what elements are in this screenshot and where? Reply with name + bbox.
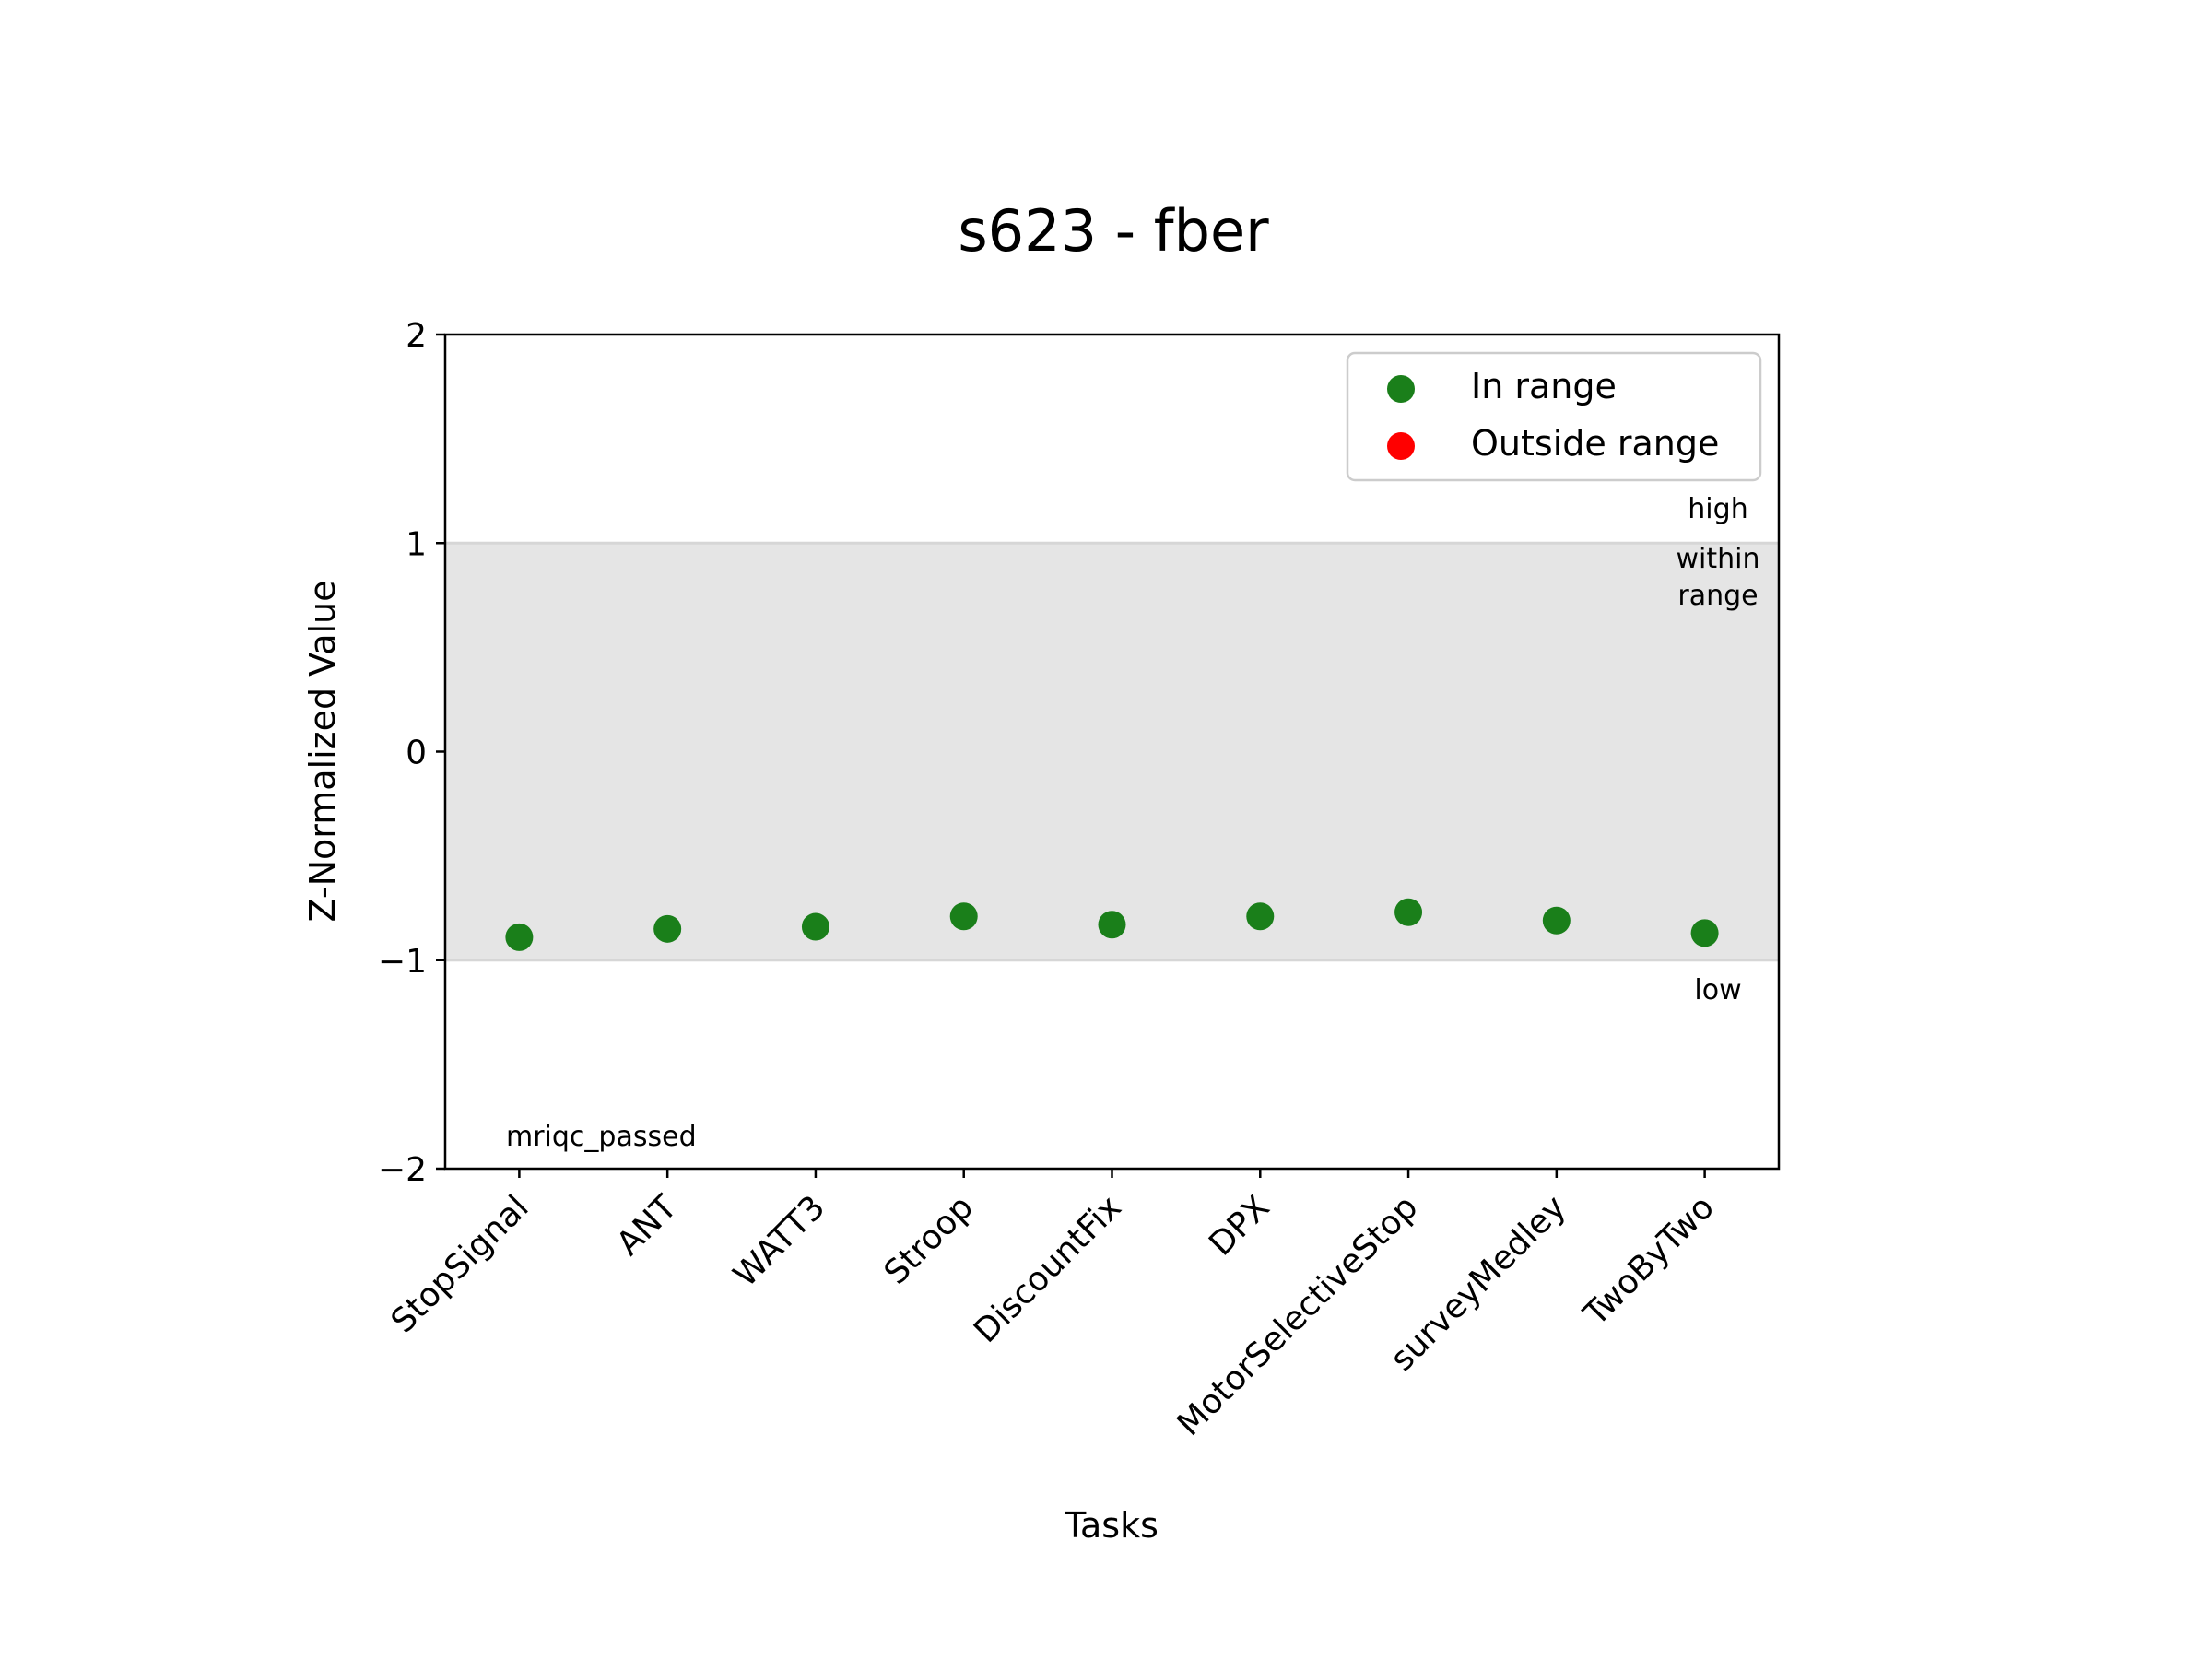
data-points (505, 898, 1719, 951)
legend-label-outside-range: Outside range (1471, 423, 1719, 464)
point-in-range (505, 923, 534, 951)
y-tick-label: −1 (378, 943, 427, 981)
y-tick-label: 2 (406, 317, 427, 355)
point-in-range (1098, 911, 1126, 939)
x-tick-label: StopSignal (384, 1188, 536, 1340)
legend-marker-outside-range (1387, 432, 1415, 460)
x-axis-label: Tasks (1064, 1505, 1159, 1546)
legend-box (1346, 351, 1762, 482)
point-in-range (949, 902, 978, 931)
point-in-range (1690, 919, 1719, 947)
annotation-status: mriqc_passed (506, 1121, 697, 1153)
annotation-range: range (1677, 580, 1758, 612)
annotation-high: high (1688, 493, 1747, 525)
y-axis: 2 1 0 −1 −2 (378, 317, 445, 1189)
x-tick-label: WATT3 (726, 1188, 832, 1294)
point-in-range (1394, 898, 1423, 926)
x-tick-label: ANT (610, 1188, 686, 1264)
annotation-low: low (1694, 974, 1741, 1006)
y-tick-label: 1 (406, 525, 427, 563)
legend-marker-in-range (1387, 375, 1415, 403)
point-in-range (801, 912, 830, 941)
x-tick-label: MotorSelectiveStop (1171, 1188, 1426, 1443)
annotation-within: within (1677, 543, 1760, 575)
normal-range-band (445, 543, 1779, 960)
point-in-range (1246, 902, 1275, 931)
y-axis-label: Z-Normalized Value (302, 580, 343, 922)
x-tick-label: DPX (1202, 1188, 1277, 1263)
y-tick-label: 0 (406, 735, 427, 772)
x-tick-label: TwoByTwo (1576, 1188, 1722, 1334)
x-tick-label: Stroop (877, 1188, 981, 1291)
legend-label-in-range: In range (1471, 366, 1617, 406)
legend: In range Outside range (1346, 351, 1762, 482)
point-in-range (653, 914, 682, 943)
x-tick-label: DiscountFix (967, 1188, 1129, 1350)
chart-title: s623 - fber (958, 197, 1269, 265)
y-tick-label: −2 (378, 1151, 427, 1189)
point-in-range (1542, 906, 1571, 935)
